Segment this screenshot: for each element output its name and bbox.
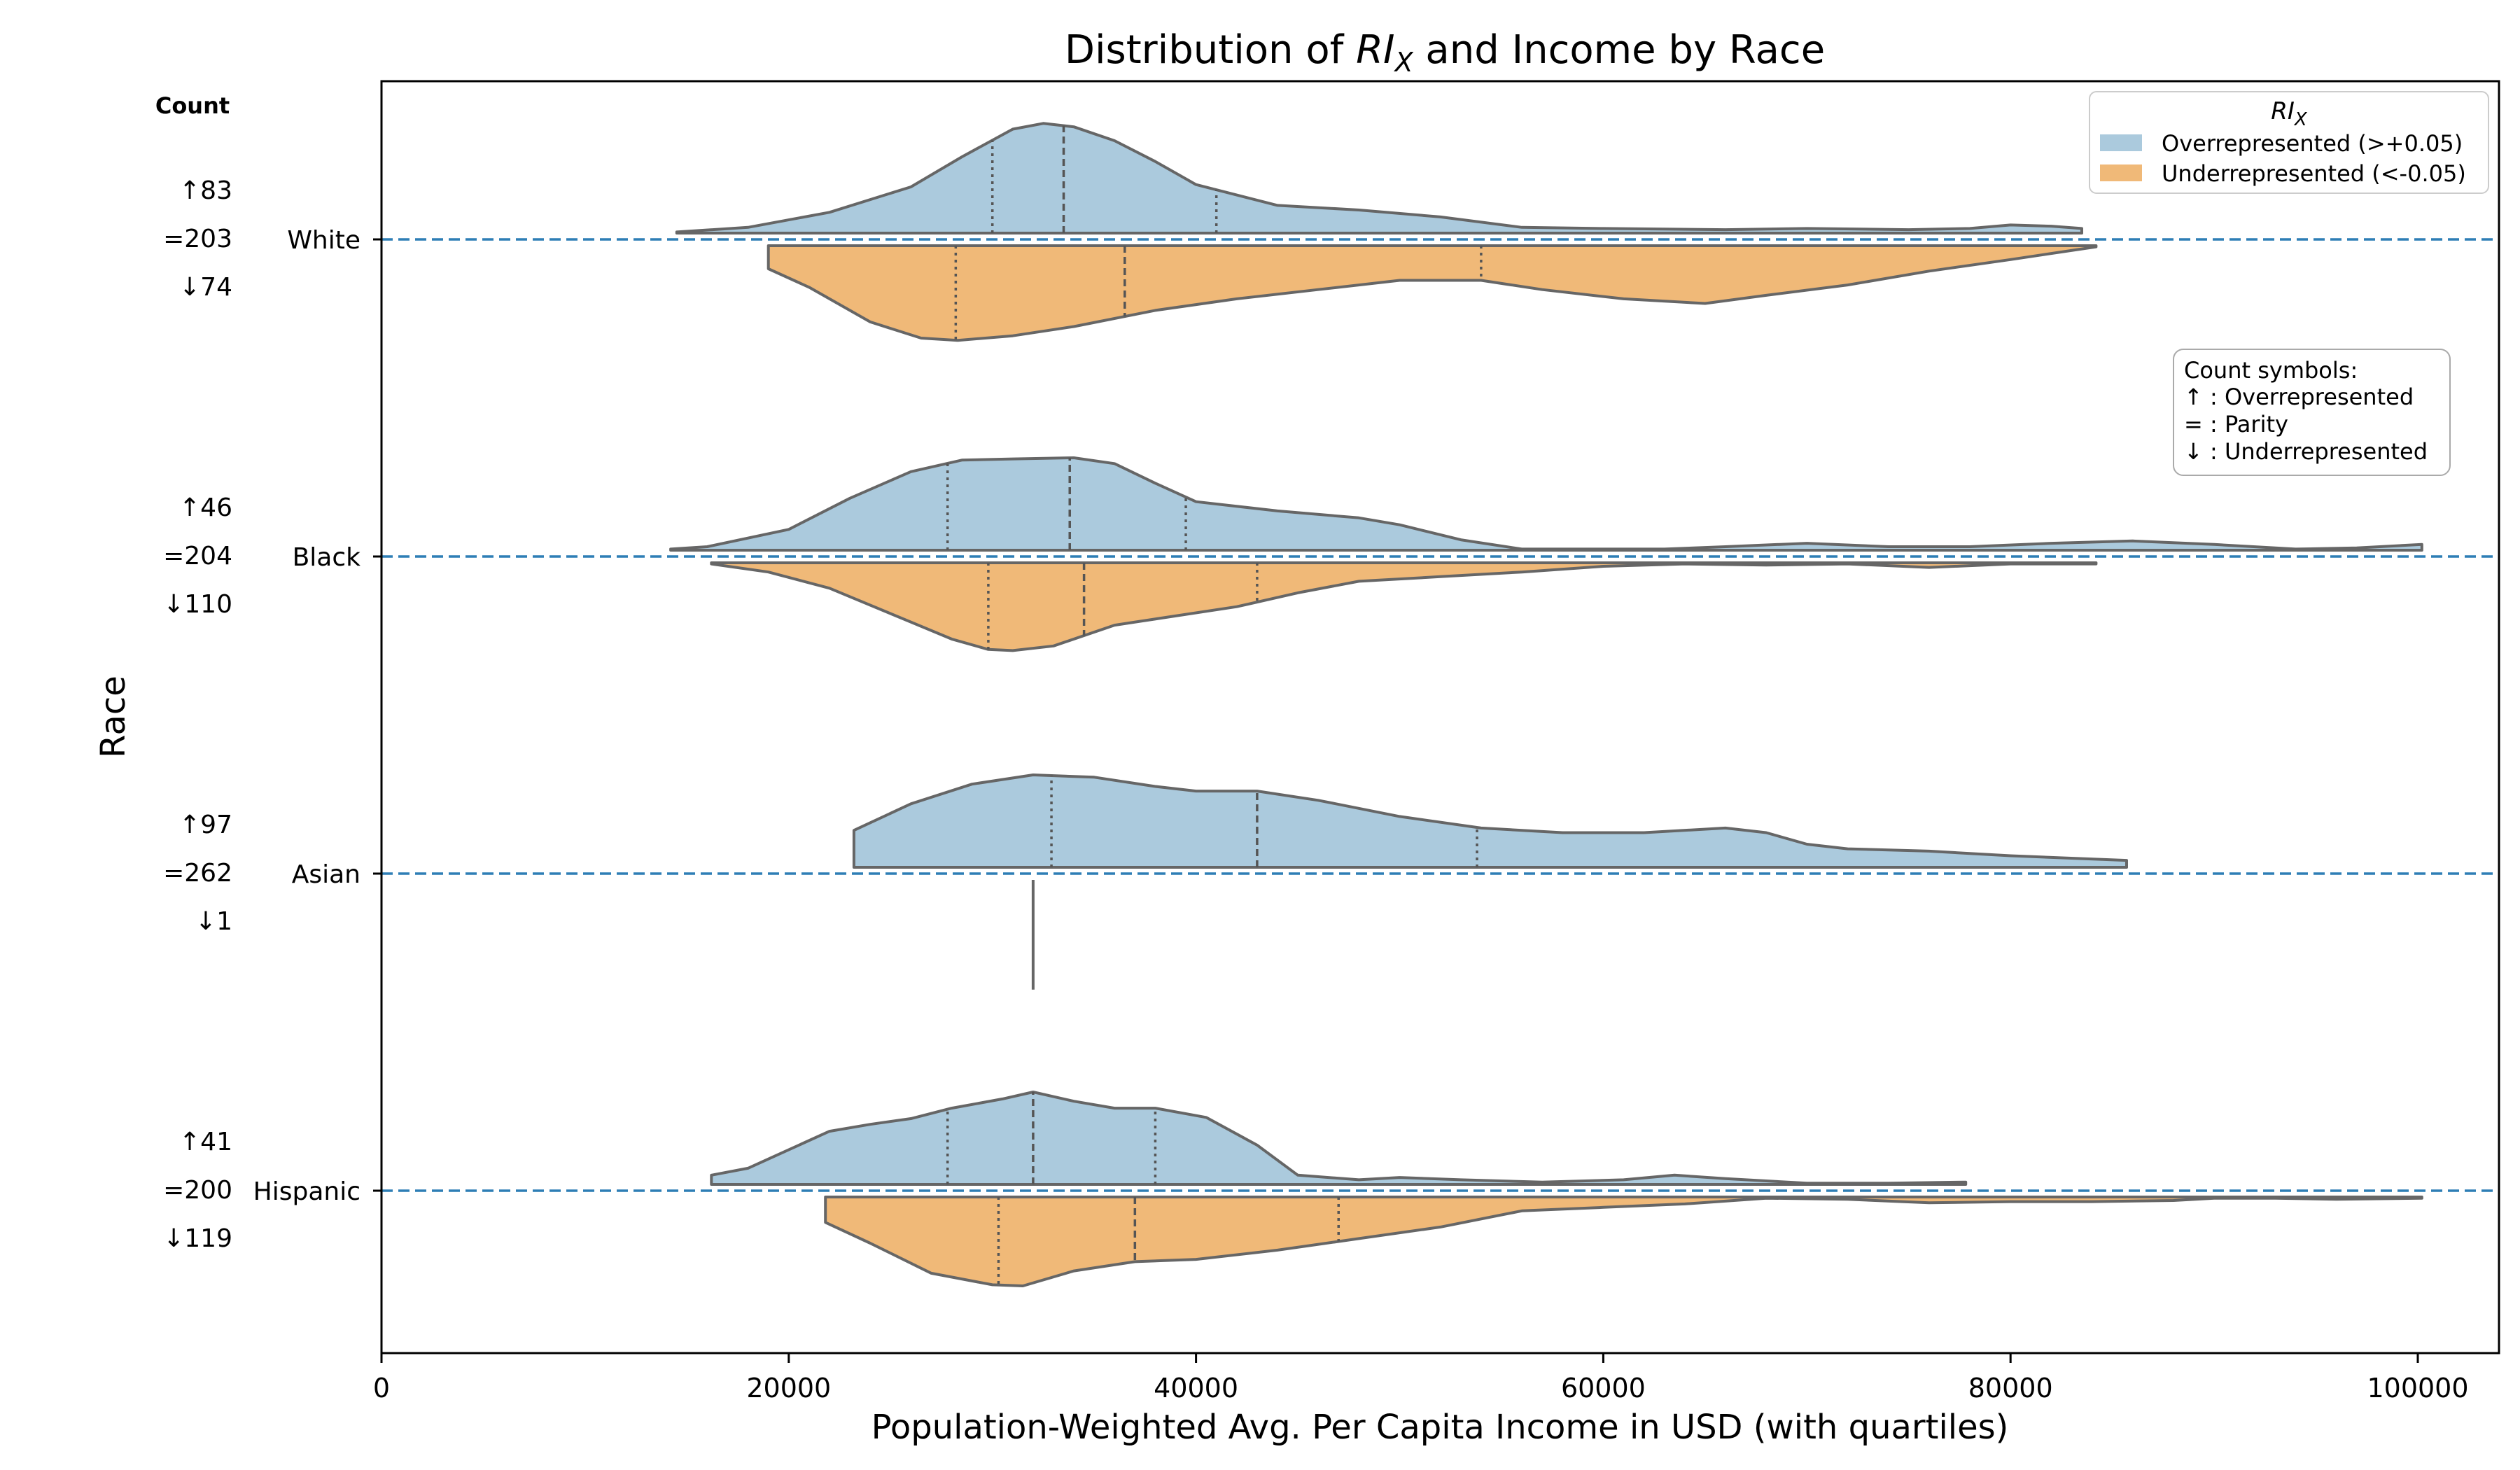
note-frame <box>2173 349 2451 476</box>
note-line-under: ↓ : Underrepresented <box>2184 438 2428 465</box>
x-tick-label-100000: 100000 <box>2367 1373 2468 1404</box>
count-white-parity: =203 <box>163 225 232 253</box>
x-axis: 0 20000 40000 60000 80000 100000 <box>373 1353 2469 1404</box>
race-label-black: Black <box>293 543 361 572</box>
x-tick-label-80000: 80000 <box>1968 1373 2053 1404</box>
count-hispanic-parity: =200 <box>163 1176 232 1205</box>
violin-white-under <box>766 244 2098 342</box>
count-white-under: ↓74 <box>179 273 232 302</box>
count-asian-over: ↑97 <box>179 811 232 839</box>
count-asian-parity: =262 <box>163 859 232 888</box>
legend-swatch-over <box>2100 134 2142 151</box>
legend-frame <box>2089 91 2489 194</box>
count-black-under: ↓110 <box>163 590 232 619</box>
count-hispanic-over: ↑41 <box>179 1128 232 1156</box>
note-line-parity: = : Parity <box>2184 411 2288 438</box>
y-axis-label: Race <box>94 676 133 758</box>
count-column: ↑83 =203 ↓74 ↑46 =204 ↓110 ↑97 =262 ↓1 ↑41 =200 ↓11… <box>163 176 232 1253</box>
count-asian-under: ↓1 <box>195 907 232 936</box>
legend-label-under: Underrepresented (<-0.05) <box>2162 160 2466 187</box>
count-white-over: ↑83 <box>179 176 232 205</box>
violin-black-over <box>669 456 2423 552</box>
violin-asian-over <box>852 774 2128 869</box>
count-header: Count <box>155 92 230 119</box>
x-tick-label-20000: 20000 <box>746 1373 831 1404</box>
plot-frame <box>380 80 2500 1354</box>
chart-title: Distribution of RIX and Income by Race <box>1065 27 1825 78</box>
x-tick-label-60000: 60000 <box>1561 1373 1646 1404</box>
count-symbols-note: Count symbols: ↑ : Overrepresented = : P… <box>2173 349 2451 476</box>
violin-black-under <box>710 561 2098 652</box>
race-label-hispanic: Hispanic <box>253 1177 360 1206</box>
legend-title: RIX <box>2271 97 2308 130</box>
x-tick-label-40000: 40000 <box>1154 1373 1238 1404</box>
count-hispanic-under: ↓119 <box>163 1224 232 1253</box>
note-line-over: ↑ : Overrepresented <box>2184 384 2414 410</box>
note-line-title: Count symbols: <box>2184 357 2358 384</box>
race-labels: White Black Asian Hispanic <box>253 226 382 1206</box>
violin-hispanic-under <box>824 1196 2423 1287</box>
legend-swatch-under <box>2100 164 2142 181</box>
violin-hispanic-over <box>710 1091 1968 1186</box>
count-black-parity: =204 <box>163 542 232 570</box>
x-tick-label-0: 0 <box>373 1373 390 1404</box>
legend: RIX Overrepresented (>+0.05) Underrepres… <box>2089 91 2489 194</box>
violin-white-over <box>675 122 2083 234</box>
race-label-white: White <box>287 226 360 255</box>
legend-label-over: Overrepresented (>+0.05) <box>2162 130 2463 157</box>
race-label-asian: Asian <box>292 860 360 889</box>
x-axis-label: Population-Weighted Avg. Per Capita Inco… <box>872 1408 2009 1447</box>
plot-area <box>382 122 2499 1287</box>
count-black-over: ↑46 <box>179 493 232 522</box>
